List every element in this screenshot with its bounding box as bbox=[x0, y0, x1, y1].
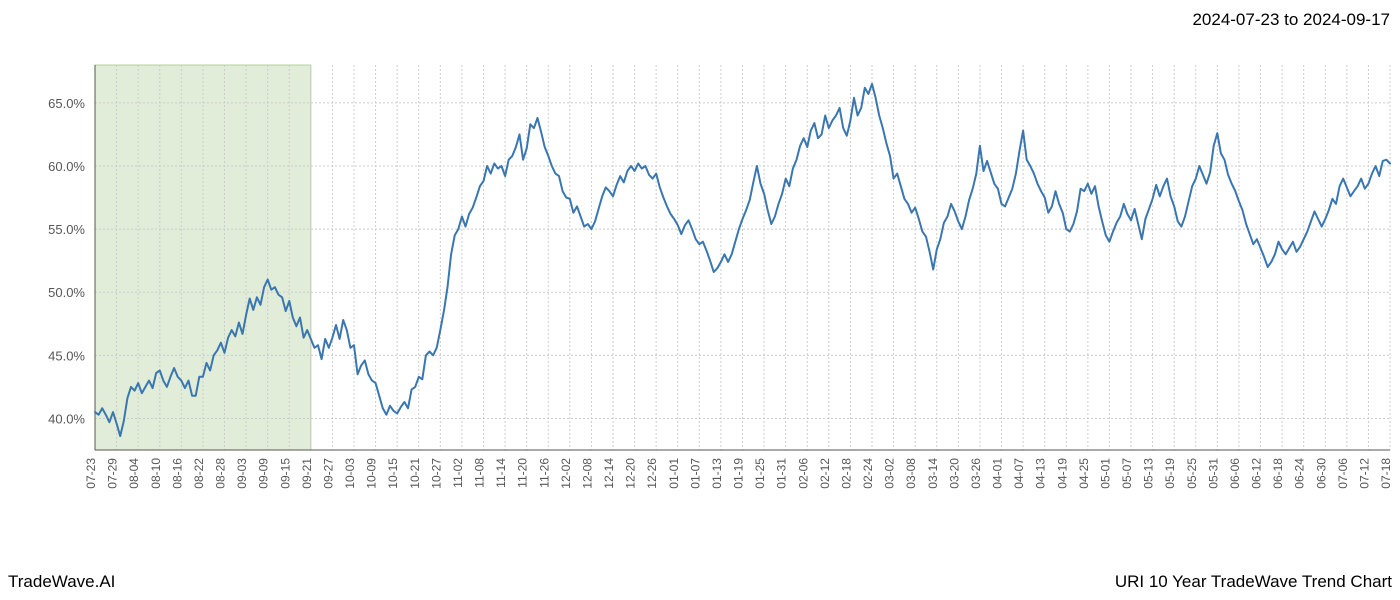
svg-text:07-12: 07-12 bbox=[1357, 458, 1371, 489]
svg-text:06-12: 06-12 bbox=[1250, 458, 1264, 489]
svg-text:03-14: 03-14 bbox=[926, 458, 940, 489]
svg-text:06-24: 06-24 bbox=[1293, 458, 1307, 489]
svg-text:55.0%: 55.0% bbox=[48, 222, 85, 237]
svg-text:11-26: 11-26 bbox=[537, 458, 551, 488]
svg-text:12-20: 12-20 bbox=[624, 458, 638, 489]
svg-text:10-27: 10-27 bbox=[429, 458, 443, 489]
svg-text:08-28: 08-28 bbox=[214, 458, 228, 489]
svg-text:12-26: 12-26 bbox=[645, 458, 659, 489]
svg-text:01-01: 01-01 bbox=[667, 458, 681, 489]
date-range-label: 2024-07-23 to 2024-09-17 bbox=[1192, 10, 1390, 30]
svg-text:07-23: 07-23 bbox=[84, 458, 98, 489]
svg-text:10-21: 10-21 bbox=[408, 458, 422, 489]
svg-text:05-31: 05-31 bbox=[1206, 458, 1220, 489]
svg-text:12-08: 12-08 bbox=[580, 458, 594, 489]
svg-text:05-25: 05-25 bbox=[1185, 458, 1199, 489]
svg-text:10-09: 10-09 bbox=[365, 458, 379, 489]
svg-text:10-03: 10-03 bbox=[343, 458, 357, 489]
svg-text:11-14: 11-14 bbox=[494, 458, 508, 488]
svg-text:09-09: 09-09 bbox=[257, 458, 271, 489]
svg-text:04-01: 04-01 bbox=[991, 458, 1005, 489]
svg-text:01-07: 01-07 bbox=[688, 458, 702, 489]
svg-text:01-31: 01-31 bbox=[775, 458, 789, 489]
svg-text:02-24: 02-24 bbox=[861, 458, 875, 489]
chart-title: URI 10 Year TradeWave Trend Chart bbox=[1115, 572, 1392, 592]
svg-text:03-26: 03-26 bbox=[969, 458, 983, 489]
svg-text:08-16: 08-16 bbox=[170, 458, 184, 489]
svg-text:02-06: 02-06 bbox=[796, 458, 810, 489]
svg-text:05-07: 05-07 bbox=[1120, 458, 1134, 489]
chart-svg: 40.0% 45.0% 50.0% 55.0% 60.0% 65.0% 07-23 07-29… bbox=[0, 50, 1400, 530]
svg-text:45.0%: 45.0% bbox=[48, 348, 85, 363]
svg-text:06-18: 06-18 bbox=[1271, 458, 1285, 489]
svg-text:11-20: 11-20 bbox=[516, 458, 530, 488]
svg-text:07-29: 07-29 bbox=[106, 458, 120, 489]
svg-text:05-19: 05-19 bbox=[1163, 458, 1177, 489]
svg-text:09-27: 09-27 bbox=[321, 458, 335, 489]
svg-text:01-13: 01-13 bbox=[710, 458, 724, 489]
svg-text:01-25: 01-25 bbox=[753, 458, 767, 489]
svg-text:65.0%: 65.0% bbox=[48, 96, 85, 111]
trend-chart: 40.0% 45.0% 50.0% 55.0% 60.0% 65.0% 07-23 07-29… bbox=[0, 50, 1400, 530]
svg-text:60.0%: 60.0% bbox=[48, 159, 85, 174]
svg-text:09-21: 09-21 bbox=[300, 458, 314, 489]
svg-text:08-22: 08-22 bbox=[192, 458, 206, 489]
svg-text:07-18: 07-18 bbox=[1379, 458, 1393, 489]
svg-text:04-13: 04-13 bbox=[1034, 458, 1048, 489]
svg-text:06-30: 06-30 bbox=[1314, 458, 1328, 489]
svg-text:03-20: 03-20 bbox=[947, 458, 961, 489]
svg-text:11-08: 11-08 bbox=[473, 458, 487, 488]
svg-text:02-12: 02-12 bbox=[818, 458, 832, 489]
svg-text:12-02: 12-02 bbox=[559, 458, 573, 489]
brand-label: TradeWave.AI bbox=[8, 572, 115, 592]
svg-text:04-25: 04-25 bbox=[1077, 458, 1091, 489]
svg-text:08-10: 08-10 bbox=[149, 458, 163, 489]
svg-text:01-19: 01-19 bbox=[732, 458, 746, 489]
svg-text:11-02: 11-02 bbox=[451, 458, 465, 488]
svg-text:40.0%: 40.0% bbox=[48, 411, 85, 426]
svg-text:04-07: 04-07 bbox=[1012, 458, 1026, 489]
svg-text:05-13: 05-13 bbox=[1142, 458, 1156, 489]
svg-text:06-06: 06-06 bbox=[1228, 458, 1242, 489]
svg-text:50.0%: 50.0% bbox=[48, 285, 85, 300]
svg-text:10-15: 10-15 bbox=[386, 458, 400, 489]
svg-text:08-04: 08-04 bbox=[127, 458, 141, 489]
svg-text:09-03: 09-03 bbox=[235, 458, 249, 489]
svg-text:09-15: 09-15 bbox=[278, 458, 292, 489]
svg-text:03-08: 03-08 bbox=[904, 458, 918, 489]
svg-text:03-02: 03-02 bbox=[883, 458, 897, 489]
svg-text:04-19: 04-19 bbox=[1055, 458, 1069, 489]
svg-text:02-18: 02-18 bbox=[839, 458, 853, 489]
svg-text:07-06: 07-06 bbox=[1336, 458, 1350, 489]
svg-text:12-14: 12-14 bbox=[602, 458, 616, 489]
svg-text:05-01: 05-01 bbox=[1098, 458, 1112, 489]
